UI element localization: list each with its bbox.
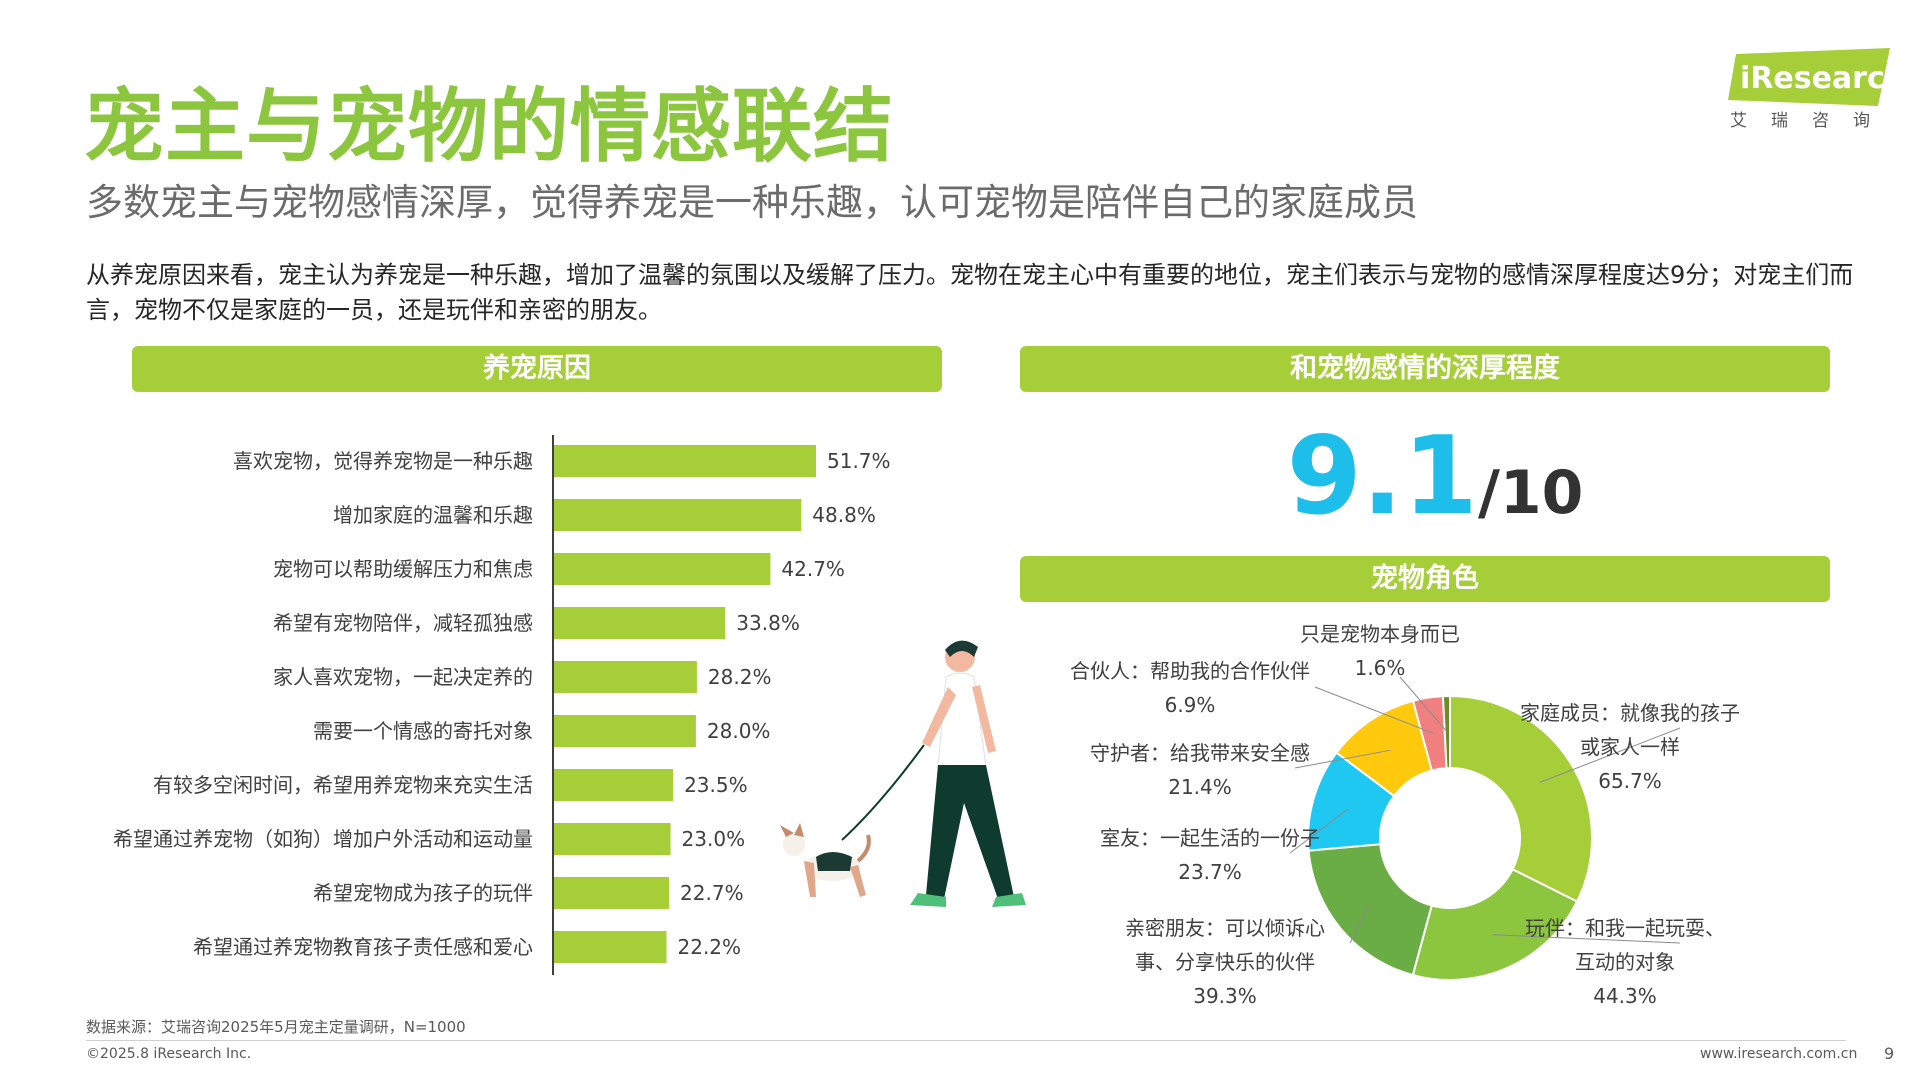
donut-slice-label: 事、分享快乐的伙伴	[1135, 950, 1315, 974]
page-subtitle: 多数宠主与宠物感情深厚，觉得养宠是一种乐趣，认可宠物是陪伴自己的家庭成员	[86, 181, 1418, 224]
donut-value-label: 21.4%	[1168, 775, 1232, 799]
donut-slice-label: 只是宠物本身而已	[1300, 622, 1460, 646]
bar-category-label: 希望通过养宠物（如狗）增加户外活动和运动量	[113, 827, 533, 851]
bar	[554, 769, 674, 801]
donut-slice-label: 亲密朋友：可以倾诉心	[1125, 916, 1325, 940]
bar-value-label: 22.7%	[680, 881, 744, 905]
bar-value-label: 23.5%	[684, 773, 748, 797]
bar-value-label: 33.8%	[736, 611, 800, 635]
donut-leader-line	[1539, 727, 1681, 783]
section-bar-roles: 宠物角色	[1020, 556, 1830, 602]
website-link[interactable]: www.iresearch.com.cn	[1700, 1046, 1858, 1062]
bar-category-label: 希望有宠物陪伴，减轻孤独感	[273, 611, 533, 635]
donut-leader-line	[1349, 905, 1370, 944]
intro-paragraph: 从养宠原因来看，宠主认为养宠是一种乐趣，增加了温馨的氛围以及缓解了压力。宠物在宠…	[86, 261, 1854, 324]
donut-value-label: 6.9%	[1165, 693, 1216, 717]
bar-category-label: 有较多空闲时间，希望用养宠物来充实生活	[153, 773, 533, 797]
logo-subtext: 艾瑞咨询	[1730, 111, 1894, 131]
bar-value-label: 22.2%	[678, 935, 742, 959]
donut-slice	[1441, 694, 1451, 770]
bar-value-label: 28.0%	[707, 719, 771, 743]
bar	[554, 931, 667, 963]
donut-value-label: 39.3%	[1193, 984, 1257, 1008]
donut-slice-label: 家庭成员：就像我的孩子	[1520, 701, 1740, 725]
donut-slice	[1411, 867, 1579, 981]
donut-value-label: 1.6%	[1355, 656, 1406, 680]
donut-leader-line	[1493, 934, 1681, 944]
page-number: 9	[1884, 1044, 1895, 1063]
score-suffix: /10	[1477, 458, 1584, 528]
copyright-text: ©2025.8 iResearch Inc.	[86, 1046, 252, 1062]
donut-value-label: 23.7%	[1178, 860, 1242, 884]
bar-category-label: 希望宠物成为孩子的玩伴	[313, 881, 533, 905]
bar	[554, 715, 696, 747]
score-value: 9.1	[1286, 414, 1478, 539]
donut-slice	[1449, 694, 1593, 903]
section-bar-reasons: 养宠原因	[132, 346, 942, 392]
section-bar-depth: 和宠物感情的深厚程度	[1020, 346, 1830, 392]
bar-value-label: 51.7%	[827, 449, 891, 473]
donut-slice-label: 互动的对象	[1575, 950, 1675, 974]
bar	[554, 877, 670, 909]
donut-slice-label: 守护者：给我带来安全感	[1090, 741, 1310, 765]
donut-slice	[1307, 843, 1433, 977]
page-title: 宠主与宠物的情感联结	[84, 80, 894, 173]
bar-category-label: 宠物可以帮助缓解压力和焦虑	[273, 557, 533, 581]
bar-value-label: 48.8%	[812, 503, 876, 527]
iresearch-logo: iResearch	[1728, 48, 1890, 106]
bar-category-label: 增加家庭的温馨和乐趣	[333, 503, 533, 527]
bar-category-label: 家人喜欢宠物，一起决定养的	[273, 665, 533, 689]
bar	[554, 499, 802, 531]
logo-text: iResearch	[1740, 61, 1890, 96]
donut-slice-label: 室友：一起生活的一份子	[1100, 826, 1320, 850]
bar	[554, 553, 771, 585]
donut-slice-label: 玩伴：和我一起玩耍、	[1525, 916, 1725, 940]
donut-value-label: 65.7%	[1598, 769, 1662, 793]
donut-slice-label: 合伙人：帮助我的合作伙伴	[1070, 659, 1310, 683]
donut-leader-line	[1314, 686, 1434, 734]
data-source-note: 数据来源：艾瑞咨询2025年5月宠主定量调研，N=1000	[86, 1018, 466, 1036]
bar	[554, 823, 671, 855]
bar-category-label: 需要一个情感的寄托对象	[313, 719, 533, 743]
bar-category-label: 喜欢宠物，觉得养宠物是一种乐趣	[233, 449, 533, 473]
donut-leader-line	[1399, 676, 1448, 733]
bar-value-label: 42.7%	[781, 557, 845, 581]
bar	[554, 607, 726, 639]
footer-divider	[86, 1040, 1846, 1041]
bar-value-label: 23.0%	[682, 827, 746, 851]
bar-category-label: 希望通过养宠物教育孩子责任感和爱心	[193, 935, 533, 959]
bar	[554, 661, 697, 693]
donut-leader-line	[1289, 808, 1349, 854]
donut-leader-line	[1294, 749, 1391, 769]
affection-score: 9.1/10	[1020, 414, 1850, 539]
donut-slice-label: 或家人一样	[1580, 735, 1680, 759]
reasons-bar-chart: 喜欢宠物，觉得养宠物是一种乐趣 51.7% 增加家庭的温馨和乐趣 48.8% 宠物可以帮…	[113, 435, 891, 975]
donut-value-label: 44.3%	[1593, 984, 1657, 1008]
dog-walker-illustration	[780, 640, 1026, 907]
bar	[554, 445, 816, 477]
bar-value-label: 28.2%	[708, 665, 772, 689]
